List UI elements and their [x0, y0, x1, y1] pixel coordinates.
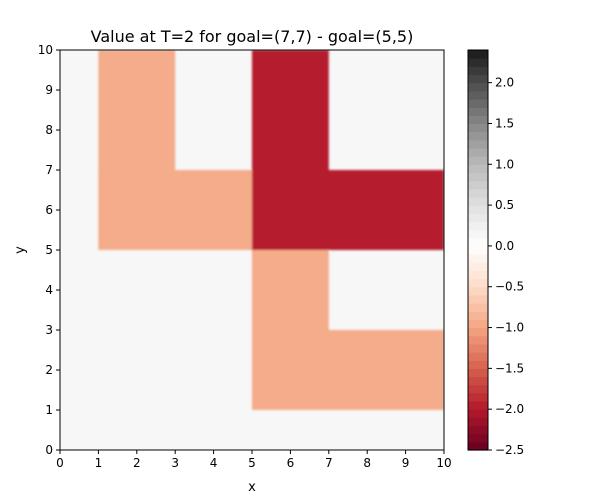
colorbar-band — [468, 180, 488, 190]
colorbar: −2.5 −2.0 −1.5 −1.0 −0.5 0.0 0.5 1.0 1.5 2.0 — [467, 49, 524, 457]
colorbar-band — [468, 360, 488, 369]
colorbar-band — [468, 147, 488, 157]
y-axis-label: y — [13, 246, 28, 254]
x-axis-label: x — [248, 480, 256, 495]
value-regions — [98, 50, 444, 410]
y-tick-label: 2 — [45, 363, 53, 377]
x-axis: 0 1 2 3 4 5 6 7 8 9 10 — [56, 450, 452, 470]
colorbar-ticks: −2.5 −2.0 −1.5 −1.0 −0.5 0.0 0.5 1.0 1.5 2.0 — [488, 76, 524, 457]
colorbar-band — [468, 335, 488, 345]
colorbar-band — [468, 303, 488, 312]
colorbar-band — [468, 172, 488, 182]
colorbar-tick-label: 0.0 — [495, 239, 514, 253]
colorbar-band — [468, 384, 488, 394]
colorbar-band — [468, 115, 488, 125]
colorbar-band — [468, 221, 488, 231]
colorbar-band — [468, 409, 488, 418]
colorbar-band — [468, 278, 488, 288]
colorbar-tick-label: 1.5 — [495, 116, 514, 130]
colorbar-band — [468, 311, 488, 320]
y-tick-label: 0 — [45, 443, 53, 457]
x-tick-label: 3 — [171, 456, 179, 470]
colorbar-frame — [467, 49, 489, 451]
colorbar-tick-label: 0.5 — [495, 198, 514, 212]
x-tick-label: 0 — [56, 456, 64, 470]
region-goal-(5,5)-lower-horizontal-arm — [252, 330, 444, 410]
y-tick-label: 9 — [45, 83, 53, 97]
plot-area — [59, 49, 445, 451]
colorbar-tick-label: −1.5 — [495, 361, 524, 375]
colorbar-band — [468, 213, 488, 223]
colorbar-band — [468, 376, 488, 386]
colorbar-tick-label: 2.0 — [495, 76, 514, 90]
x-tick-label: 1 — [95, 456, 103, 470]
colorbar-band — [468, 188, 488, 198]
colorbar-band — [468, 164, 488, 174]
colorbar-band — [468, 270, 488, 280]
colorbar-band — [468, 245, 488, 255]
colorbar-band — [468, 66, 488, 76]
colorbar-band — [468, 319, 488, 329]
chart-title: Value at T=2 for goal=(7,7) - goal=(5,5) — [91, 27, 414, 46]
colorbar-band — [468, 352, 488, 361]
y-tick-label: 5 — [45, 243, 53, 257]
colorbar-band — [468, 196, 488, 206]
colorbar-band — [468, 392, 488, 402]
colorbar-band — [468, 343, 488, 353]
colorbar-band — [468, 237, 488, 247]
colorbar-band — [468, 123, 488, 133]
colorbar-band — [468, 262, 488, 272]
colorbar-band — [468, 82, 488, 92]
colorbar-band — [468, 417, 488, 427]
x-tick-label: 5 — [248, 456, 256, 470]
colorbar-band — [468, 401, 488, 410]
colorbar-tick-label: 1.0 — [495, 157, 514, 171]
colorbar-tick-label: −0.5 — [495, 280, 524, 294]
colorbar-band — [468, 441, 488, 451]
x-tick-label: 7 — [325, 456, 333, 470]
colorbar-band — [468, 139, 488, 149]
y-tick-label: 6 — [45, 203, 53, 217]
x-tick-label: 9 — [402, 456, 410, 470]
colorbar-bands — [468, 50, 488, 451]
colorbar-tick-label: −1.0 — [495, 321, 524, 335]
region-goal-(5,5)-horizontal-arm — [98, 170, 253, 250]
colorbar-band — [468, 58, 488, 67]
colorbar-tick-label: −2.5 — [495, 443, 524, 457]
colorbar-band — [468, 90, 488, 100]
colorbar-band — [468, 205, 488, 214]
colorbar-band — [468, 50, 488, 59]
colorbar-band — [468, 425, 488, 435]
colorbar-band — [468, 107, 488, 116]
y-tick-label: 1 — [45, 403, 53, 417]
y-tick-label: 4 — [45, 283, 53, 297]
colorbar-band — [468, 156, 488, 165]
colorbar-band — [468, 327, 488, 337]
x-tick-label: 8 — [363, 456, 371, 470]
colorbar-band — [468, 286, 488, 296]
colorbar-band — [468, 294, 488, 304]
colorbar-band — [468, 254, 488, 263]
colorbar-band — [468, 98, 488, 108]
x-tick-label: 4 — [210, 456, 218, 470]
y-tick-label: 3 — [45, 323, 53, 337]
colorbar-band — [468, 229, 488, 239]
colorbar-band — [468, 74, 488, 84]
region-goal-(7,7)-horizontal-arm — [252, 170, 444, 250]
y-axis: 0 1 2 3 4 5 6 7 8 9 10 — [38, 43, 60, 457]
y-tick-label: 7 — [45, 163, 53, 177]
colorbar-band — [468, 368, 488, 378]
x-tick-label: 10 — [436, 456, 451, 470]
colorbar-band — [468, 433, 488, 443]
y-tick-label: 10 — [38, 43, 53, 57]
x-tick-label: 2 — [133, 456, 141, 470]
colorbar-tick-label: −2.0 — [495, 402, 524, 416]
colorbar-band — [468, 131, 488, 141]
x-tick-label: 6 — [287, 456, 295, 470]
y-tick-label: 8 — [45, 123, 53, 137]
